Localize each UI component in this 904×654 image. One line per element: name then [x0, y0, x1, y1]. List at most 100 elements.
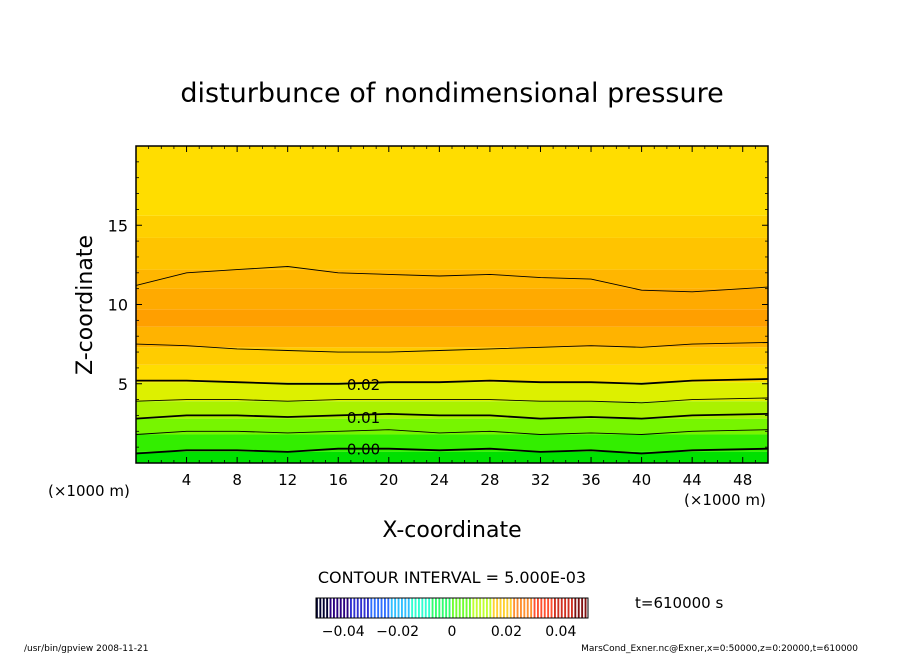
colorbar-stripe: [513, 598, 516, 618]
contour-label-1: 0.01: [347, 409, 380, 427]
x-tick-label: 32: [531, 471, 550, 489]
y-tick-label: 10: [108, 296, 128, 315]
x-tick-label: 20: [379, 471, 398, 489]
colorbar-stripe: [506, 598, 509, 618]
contour-line-1: [136, 429, 768, 435]
x-tick-label: 16: [329, 471, 348, 489]
fill-band-13: [136, 146, 768, 216]
contour-labels: 0.02 0.01 0.00: [347, 376, 380, 459]
colorbar-stripe: [377, 598, 380, 618]
colorbar-stripe: [370, 598, 373, 618]
x-tick-label: 36: [581, 471, 600, 489]
colorbar-stripe: [404, 598, 407, 618]
colorbar-tick-label: 0.02: [491, 624, 522, 640]
colorbar-stripe: [540, 598, 543, 618]
colorbar-stripe: [360, 598, 363, 618]
colorbar-stripe: [380, 598, 383, 618]
colorbar-stripe: [465, 598, 468, 618]
colorbar-stripe: [326, 598, 329, 618]
contour-line-2: [136, 412, 768, 420]
fill-band-6: [136, 347, 768, 365]
contour-label-0: 0.02: [347, 376, 380, 394]
colorbar-stripe: [547, 598, 550, 618]
colorbar-stripe: [387, 598, 390, 618]
colorbar-stripe: [482, 598, 485, 618]
colorbar-tick-label: 0.04: [545, 624, 576, 640]
colorbar-stripe: [533, 598, 536, 618]
colorbar-stripe: [537, 598, 539, 618]
x-tick-label: 8: [232, 471, 242, 489]
colorbar-stripe: [322, 598, 325, 618]
colorbar-stripe: [390, 598, 393, 618]
colorbar-tick-labels: −0.04 −0.02 0 0.02 0.04: [322, 624, 577, 640]
colorbar-stripe: [445, 598, 448, 618]
colorbar-stripe: [411, 598, 414, 618]
colorbar-stripe: [554, 598, 556, 618]
fill-band-9: [136, 288, 768, 310]
colorbar-stripe: [496, 598, 499, 618]
contour-line-5: [136, 342, 768, 353]
colorbar-stripe: [394, 598, 397, 618]
x-tick-label: 40: [632, 471, 651, 489]
x-scale-note-right: (×1000 m): [684, 491, 766, 509]
fill-band-5: [136, 364, 768, 383]
colorbar-stripe: [530, 598, 533, 618]
colorbar-stripe: [469, 598, 471, 618]
colorbar-stripe: [343, 598, 346, 618]
x-tick-label: 48: [733, 471, 752, 489]
colorbar-stripe: [489, 598, 492, 618]
colorbar-stripe: [435, 598, 437, 618]
colorbar-stripe: [574, 598, 577, 618]
colorbar-stripe: [509, 598, 512, 618]
colorbar-tick-label: −0.04: [322, 624, 365, 640]
colorbar-stripe: [462, 598, 465, 618]
colorbar-stripe: [472, 598, 475, 618]
colorbar-stripe: [455, 598, 458, 618]
colorbar-stripe: [353, 598, 356, 618]
fill-band-2: [136, 418, 768, 435]
colorbar-stripe: [584, 598, 587, 618]
colorbar-stripe: [577, 598, 580, 618]
fill-band-12: [136, 215, 768, 238]
colorbar-stripe: [571, 598, 573, 618]
fill-band-0: [136, 451, 768, 463]
colorbar-stripe: [523, 598, 526, 618]
colorbar-stripe: [438, 598, 441, 618]
colorbar-stripe: [363, 598, 366, 618]
chart-title: disturbunce of nondimensional pressure: [180, 78, 723, 109]
colorbar-stripe: [316, 598, 318, 618]
fill-band-1: [136, 434, 768, 452]
colorbar-stripe: [520, 598, 522, 618]
footer-left: /usr/bin/gpview 2008-11-21: [24, 644, 148, 654]
x-axis-ticks: 4 8 12 16 20 24 28 32 36 40 44 48: [148, 146, 756, 489]
colorbar-stripe: [367, 598, 369, 618]
contour-line-4: [136, 378, 768, 385]
fill-band-8: [136, 309, 768, 327]
colorbar-stripe: [557, 598, 560, 618]
x-tick-label: 12: [278, 471, 297, 489]
colorbar-stripe: [458, 598, 461, 618]
colorbar-stripe: [407, 598, 410, 618]
y-tick-label: 15: [108, 216, 128, 235]
colorbar-stripe: [336, 598, 339, 618]
fill-band-11: [136, 237, 768, 270]
contour-interval-label: CONTOUR INTERVAL = 5.000E-03: [318, 568, 586, 587]
colorbar-stripe: [581, 598, 584, 618]
colorbar-stripe: [499, 598, 502, 618]
x-scale-note-left: (×1000 m): [48, 482, 130, 500]
colorbar-stripe: [479, 598, 482, 618]
heatmap-fill: [136, 146, 768, 463]
colorbar-stripe: [397, 598, 400, 618]
colorbar-stripe: [384, 598, 386, 618]
y-tick-label: 5: [118, 375, 128, 394]
colorbar: [315, 597, 589, 619]
x-tick-label: 24: [430, 471, 449, 489]
colorbar-tick-label: −0.02: [376, 624, 419, 640]
colorbar-stripe: [448, 598, 451, 618]
x-tick-label: 28: [480, 471, 499, 489]
contour-lines: [136, 266, 768, 455]
colorbar-stripe: [567, 598, 570, 618]
fill-band-7: [136, 326, 768, 348]
colorbar-stripe: [356, 598, 359, 618]
colorbar-tick-label: 0: [448, 624, 457, 640]
